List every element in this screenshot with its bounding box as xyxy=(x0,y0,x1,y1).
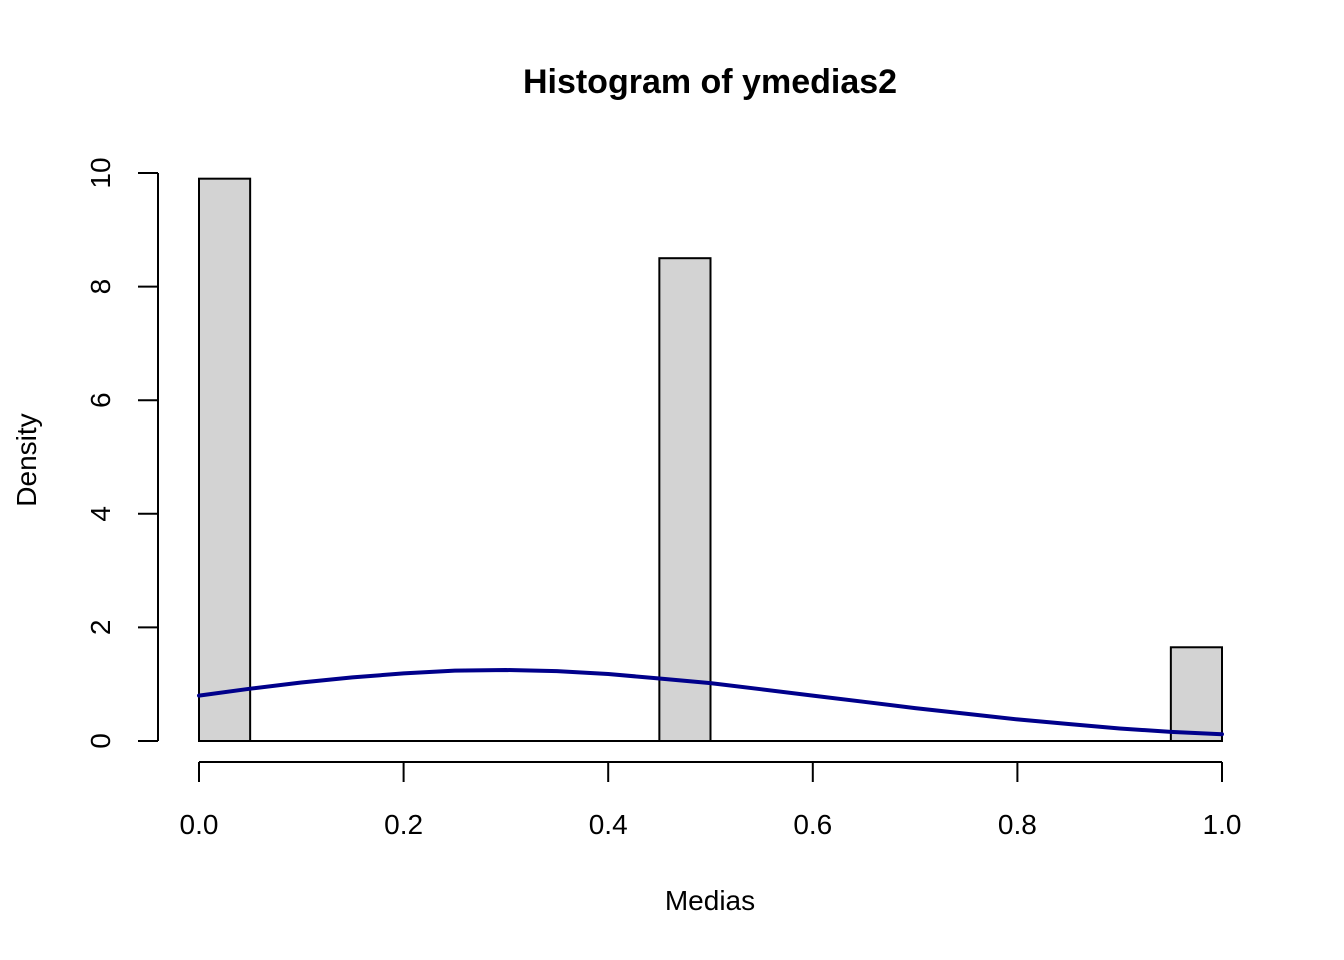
y-axis: 0 2 4 6 8 10 xyxy=(85,157,159,749)
x-tick-label: 0.8 xyxy=(998,809,1037,840)
density-curve xyxy=(197,668,1224,737)
y-tick-label: 0 xyxy=(85,733,116,749)
y-tick-label: 6 xyxy=(85,392,116,408)
histogram-bar-2 xyxy=(1169,646,1223,743)
y-tick-label: 2 xyxy=(85,620,116,636)
histogram-bar-0 xyxy=(198,177,252,742)
x-axis: 0.0 0.2 0.4 0.6 0.8 1.0 xyxy=(180,761,1242,840)
density-curve-group xyxy=(197,668,1224,737)
y-tick-label: 10 xyxy=(85,157,116,188)
y-tick-label: 4 xyxy=(85,506,116,522)
x-tick-label: 0.4 xyxy=(589,809,628,840)
histogram-bar-1 xyxy=(658,257,712,742)
y-axis-label: Density xyxy=(11,413,42,506)
x-tick-label: 0.0 xyxy=(180,809,219,840)
chart-title: Histogram of ymedias2 xyxy=(523,63,897,101)
y-tick-label: 8 xyxy=(85,279,116,295)
x-axis-label: Medias xyxy=(665,885,755,916)
x-tick-label: 1.0 xyxy=(1203,809,1242,840)
x-tick-label: 0.6 xyxy=(793,809,832,840)
x-tick-label: 0.2 xyxy=(384,809,423,840)
bars-group xyxy=(198,177,1223,743)
